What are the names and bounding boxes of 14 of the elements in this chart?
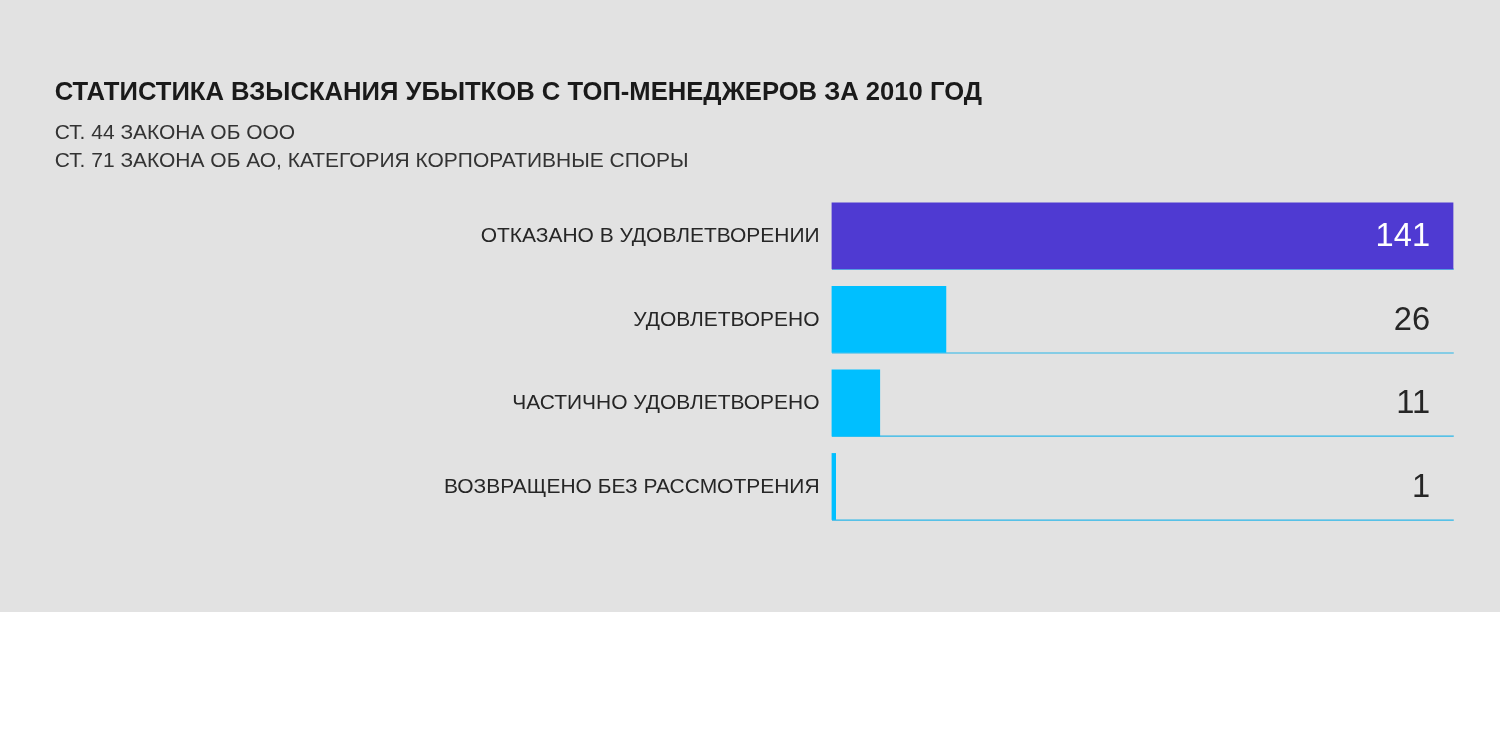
bar bbox=[831, 202, 1454, 270]
y-tick-label: ЧАСТИЧНО УДОВЛЕТВОРЕНО bbox=[512, 390, 820, 414]
bar bbox=[831, 285, 947, 353]
data-label: 26 bbox=[1393, 299, 1431, 337]
data-label: 1 bbox=[1411, 466, 1431, 504]
bar bbox=[831, 369, 881, 437]
bar bbox=[831, 453, 837, 520]
text: СТАТИСТИКА ВЗЫСКАНИЯ УБЫТКОВ С ТОП-МЕНЕДЖЕРОВ ЗА 2010 ГОД bbox=[54, 77, 983, 106]
data-label: 141 bbox=[1375, 215, 1431, 253]
y-tick-label: ОТКАЗАНО В УДОВЛЕТВОРЕНИИ bbox=[480, 223, 820, 247]
text: СТ. 44 ЗАКОНА ОБ ООО СТ. 71 ЗАКОНА ОБ АО, КАТЕГОРИЯ КОРПОРАТИВНЫЕ СПОРЫ bbox=[54, 119, 689, 171]
y-tick-label: УДОВЛЕТВОРЕНО bbox=[633, 306, 820, 330]
data-label: 11 bbox=[1396, 383, 1431, 421]
y-tick-label: ВОЗВРАЩЕНО БЕЗ РАССМОТРЕНИЯ bbox=[443, 473, 820, 497]
